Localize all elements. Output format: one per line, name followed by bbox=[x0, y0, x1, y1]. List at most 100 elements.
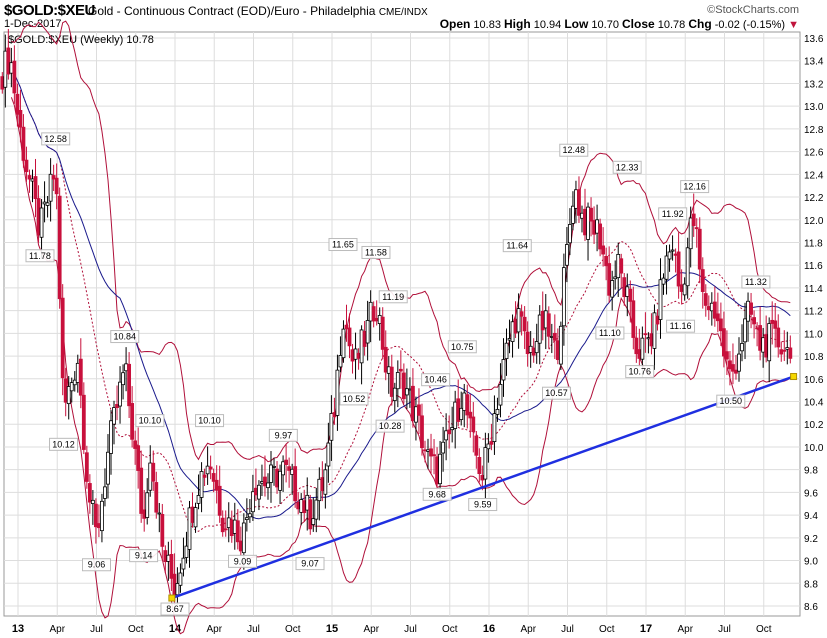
price-annotation: 10.12 bbox=[49, 437, 79, 451]
candle bbox=[685, 237, 690, 299]
candle-body bbox=[21, 126, 26, 161]
candle bbox=[447, 415, 452, 449]
price-annotation: 11.10 bbox=[595, 326, 625, 340]
candle-body bbox=[712, 301, 717, 319]
y-tick-label: 10.0 bbox=[804, 443, 824, 454]
candle-body bbox=[395, 372, 400, 390]
candle-body bbox=[48, 173, 53, 202]
candle bbox=[561, 253, 566, 346]
annotation-label: 12.58 bbox=[44, 134, 67, 144]
candle bbox=[661, 273, 666, 295]
candle bbox=[341, 320, 346, 363]
candle-body bbox=[501, 359, 506, 381]
candle-body bbox=[371, 306, 376, 322]
y-tick-label: 11.2 bbox=[804, 307, 823, 318]
candle-body bbox=[226, 517, 231, 528]
candle-body bbox=[148, 462, 153, 491]
candle bbox=[420, 403, 424, 456]
candle-body bbox=[6, 47, 11, 75]
annotation-label: 11.19 bbox=[382, 292, 404, 302]
candle bbox=[84, 445, 89, 489]
candle-body bbox=[365, 320, 370, 344]
candle bbox=[712, 286, 717, 327]
candle-body bbox=[471, 416, 476, 433]
candle bbox=[718, 302, 723, 346]
candle bbox=[263, 455, 267, 497]
symbol-title: $GOLD:$XEU bbox=[4, 2, 95, 19]
candle-body bbox=[468, 411, 473, 419]
symbol-description: Gold - Continuous Contract (EOD)/Euro - … bbox=[88, 4, 428, 18]
candle-body bbox=[329, 413, 334, 441]
candle bbox=[389, 354, 394, 406]
candle bbox=[652, 304, 657, 370]
candle-body bbox=[78, 358, 83, 396]
candle-body bbox=[764, 334, 769, 358]
candle-body bbox=[380, 316, 385, 350]
candle bbox=[21, 114, 26, 168]
candle-body bbox=[54, 177, 59, 195]
candle-body bbox=[217, 485, 222, 516]
candle-body bbox=[100, 500, 104, 532]
candle-body bbox=[314, 499, 319, 520]
candle-body bbox=[682, 283, 687, 296]
candle-body bbox=[592, 220, 596, 235]
candle-body bbox=[118, 381, 122, 407]
price-annotation: 12.48 bbox=[559, 143, 589, 157]
annotation-label: 9.68 bbox=[428, 489, 446, 499]
annotation-label: 9.09 bbox=[234, 556, 252, 566]
annotation-box bbox=[328, 238, 358, 252]
candle bbox=[392, 382, 397, 413]
candle-body bbox=[513, 318, 518, 334]
candle bbox=[365, 300, 370, 361]
candle-body bbox=[308, 499, 313, 530]
candle-body bbox=[284, 459, 289, 465]
candle-body bbox=[411, 385, 415, 422]
candle bbox=[266, 473, 270, 500]
annotation-label: 10.28 bbox=[379, 421, 402, 431]
candle-body bbox=[531, 347, 536, 356]
candle bbox=[655, 309, 660, 331]
candle-body bbox=[510, 321, 515, 342]
candle-body bbox=[679, 284, 684, 292]
candle-body bbox=[257, 484, 261, 500]
candle bbox=[749, 292, 753, 329]
candle bbox=[737, 337, 741, 382]
candle-body bbox=[275, 468, 279, 488]
candle bbox=[779, 341, 784, 362]
candle-body bbox=[347, 327, 352, 347]
candle-body bbox=[12, 60, 17, 94]
candle-body bbox=[404, 388, 409, 396]
x-tick-label: Apr bbox=[363, 624, 379, 635]
candle-body bbox=[691, 213, 696, 227]
candle bbox=[558, 321, 563, 371]
candle-body bbox=[178, 572, 183, 586]
candle-body bbox=[260, 481, 264, 484]
candle-body bbox=[610, 280, 615, 298]
annotation-label: 11.16 bbox=[670, 321, 692, 331]
annotation-box bbox=[625, 365, 655, 379]
candle-body bbox=[359, 329, 364, 364]
candle-body bbox=[269, 464, 273, 483]
annotation-box bbox=[502, 239, 532, 253]
price-annotation: 8.67 bbox=[160, 602, 190, 616]
candle-body bbox=[483, 447, 488, 480]
candle bbox=[664, 245, 669, 295]
candle-body bbox=[9, 62, 14, 74]
candle-body bbox=[767, 323, 772, 362]
annotation-box bbox=[422, 487, 452, 501]
brand-link[interactable]: ©StockCharts.com bbox=[707, 4, 799, 16]
candle-body bbox=[127, 363, 132, 407]
close-label: Close bbox=[622, 17, 655, 31]
x-tick-label: Apr bbox=[206, 624, 222, 635]
candle-body bbox=[637, 349, 642, 359]
price-annotation: 11.78 bbox=[25, 249, 55, 263]
candle bbox=[417, 388, 421, 434]
y-tick-label: 8.6 bbox=[804, 602, 818, 613]
candle-body bbox=[326, 442, 331, 467]
candle-body bbox=[740, 343, 744, 352]
candle-body bbox=[703, 293, 708, 306]
candle-body bbox=[604, 255, 609, 267]
price-annotation: 11.58 bbox=[361, 245, 391, 259]
annotation-label: 11.10 bbox=[599, 328, 621, 338]
